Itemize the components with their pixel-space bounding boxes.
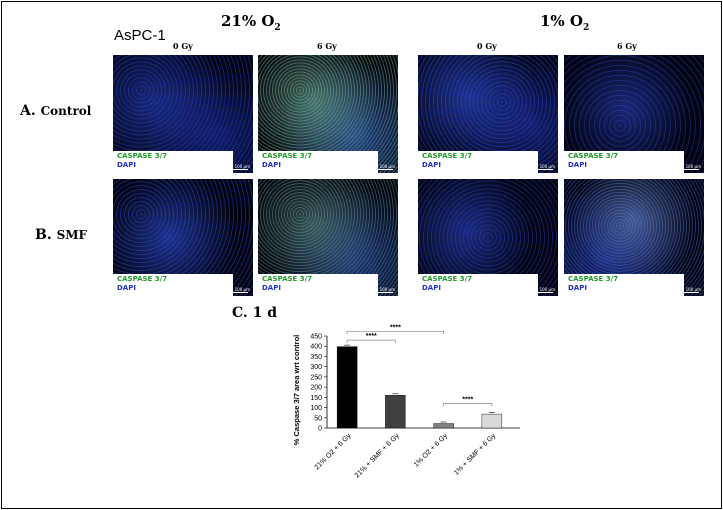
legend-box: CASPASE 3/7 DAPI [564, 274, 684, 296]
legend-box: CASPASE 3/7 DAPI [113, 274, 233, 296]
cell-line-label: AsPC-1 [114, 27, 166, 44]
y-tick-label: 350 [310, 354, 322, 361]
row-label-control: A. Control [20, 103, 92, 119]
y-tick-label: 50 [314, 415, 322, 422]
scale-bar [377, 292, 393, 293]
micrograph-smf-21-6gy: CASPASE 3/7 DAPI 100 µm [258, 179, 398, 296]
row-label-smf: B. SMF [35, 227, 88, 243]
dose-label-21-0gy: 0 Gy [173, 41, 193, 51]
legend-box: CASPASE 3/7 DAPI [564, 151, 684, 173]
y-tick-label: 100 [310, 405, 322, 412]
legend-box: CASPASE 3/7 DAPI [258, 151, 378, 173]
panel-c-label: C. 1 d [232, 305, 278, 321]
y-tick-label: 150 [310, 395, 322, 402]
scale-bar [377, 169, 393, 170]
significance-label: **** [462, 396, 473, 403]
bar [433, 423, 454, 429]
scale-bar [232, 292, 248, 293]
micrograph-smf-1-0gy: CASPASE 3/7 DAPI 100 µm [418, 179, 558, 296]
scale-bar [683, 169, 699, 170]
header-1-oxygen: 1% O2 [540, 12, 590, 33]
y-tick-label: 250 [310, 374, 322, 381]
legend-box: CASPASE 3/7 DAPI [258, 274, 378, 296]
x-tick-label: 21% + SMF + 6 Gy [354, 432, 401, 479]
legend-box: CASPASE 3/7 DAPI [418, 151, 538, 173]
dose-label-21-6gy: 6 Gy [317, 41, 337, 51]
scale-bar [232, 169, 248, 170]
y-tick-label: 300 [310, 364, 322, 371]
micrograph-control-1-0gy: CASPASE 3/7 DAPI 100 µm [418, 55, 558, 173]
micrograph-control-21-0gy: CASPASE 3/7 DAPI 100 µm [113, 55, 253, 173]
micrograph-control-21-6gy: CASPASE 3/7 DAPI 100 µm [258, 55, 398, 173]
bar [481, 413, 503, 429]
significance-label: **** [366, 333, 377, 340]
header-21-oxygen: 21% O2 [221, 12, 281, 33]
y-tick-label: 0 [318, 426, 322, 433]
x-tick-label: 1% + SMF + 6 Gy [453, 432, 498, 477]
scale-bar [683, 292, 699, 293]
caspase-bar-chart: 0 50 100 150 200 250 300 350 400 450 % Caspase 3/7… [292, 324, 520, 480]
dose-label-1-0gy: 0 Gy [477, 41, 497, 51]
significance-bracket [443, 403, 493, 407]
significance-label: **** [390, 324, 401, 331]
scale-bar [537, 292, 553, 293]
y-tick-label: 400 [310, 344, 322, 351]
legend-box: CASPASE 3/7 DAPI [418, 274, 538, 296]
legend-box: CASPASE 3/7 DAPI [113, 151, 233, 173]
bar [336, 346, 358, 429]
micrograph-smf-21-0gy: CASPASE 3/7 DAPI 100 µm [113, 179, 253, 296]
significance-bracket [346, 339, 396, 344]
x-tick-label: 1% O2 + 6 Gy [413, 432, 450, 469]
significance-bracket [346, 330, 444, 335]
y-tick-label: 450 [310, 334, 322, 341]
micrograph-control-1-6gy: CASPASE 3/7 DAPI 100 µm [564, 55, 704, 173]
scale-bar [537, 169, 553, 170]
micrograph-smf-1-6gy: CASPASE 3/7 DAPI 100 µm [564, 179, 704, 296]
y-axis-label: % Caspase 3/7 area wrt control [292, 335, 301, 445]
x-tick-label: 21% O2 + 6 Gy [314, 432, 353, 471]
dose-label-1-6gy: 6 Gy [617, 41, 637, 51]
bar [385, 395, 406, 429]
y-tick-label: 200 [310, 385, 322, 392]
